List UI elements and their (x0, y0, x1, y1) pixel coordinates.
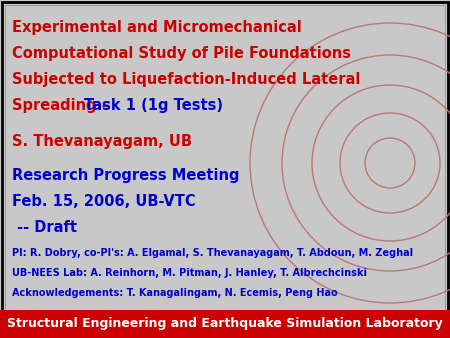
Text: Experimental and Micromechanical: Experimental and Micromechanical (12, 20, 302, 35)
Text: Task 1 (1g Tests): Task 1 (1g Tests) (84, 98, 223, 113)
Text: Research Progress Meeting: Research Progress Meeting (12, 168, 239, 183)
Text: -- Draft: -- Draft (12, 220, 77, 235)
Text: Acknowledgements: T. Kanagalingam, N. Ecemis, Peng Hao: Acknowledgements: T. Kanagalingam, N. Ec… (12, 288, 337, 298)
Bar (0, 310, 450, 338)
Text: Structural Engineering and Earthquake Simulation Laboratory: Structural Engineering and Earthquake Si… (7, 317, 443, 331)
Text: Subjected to Liquefaction-Induced Lateral: Subjected to Liquefaction-Induced Latera… (12, 72, 360, 87)
Text: Feb. 15, 2006, UB-VTC: Feb. 15, 2006, UB-VTC (12, 194, 196, 209)
Text: S. Thevanayagam, UB: S. Thevanayagam, UB (12, 134, 192, 149)
Text: PI: R. Dobry, co-PI's: A. Elgamal, S. Thevanayagam, T. Abdoun, M. Zeghal: PI: R. Dobry, co-PI's: A. Elgamal, S. Th… (12, 248, 413, 258)
Text: Spreading -: Spreading - (12, 98, 113, 113)
Text: UB-NEES Lab: A. Reinhorn, M. Pitman, J. Hanley, T. Albrechcinski: UB-NEES Lab: A. Reinhorn, M. Pitman, J. … (12, 268, 367, 278)
Text: Computational Study of Pile Foundations: Computational Study of Pile Foundations (12, 46, 351, 61)
